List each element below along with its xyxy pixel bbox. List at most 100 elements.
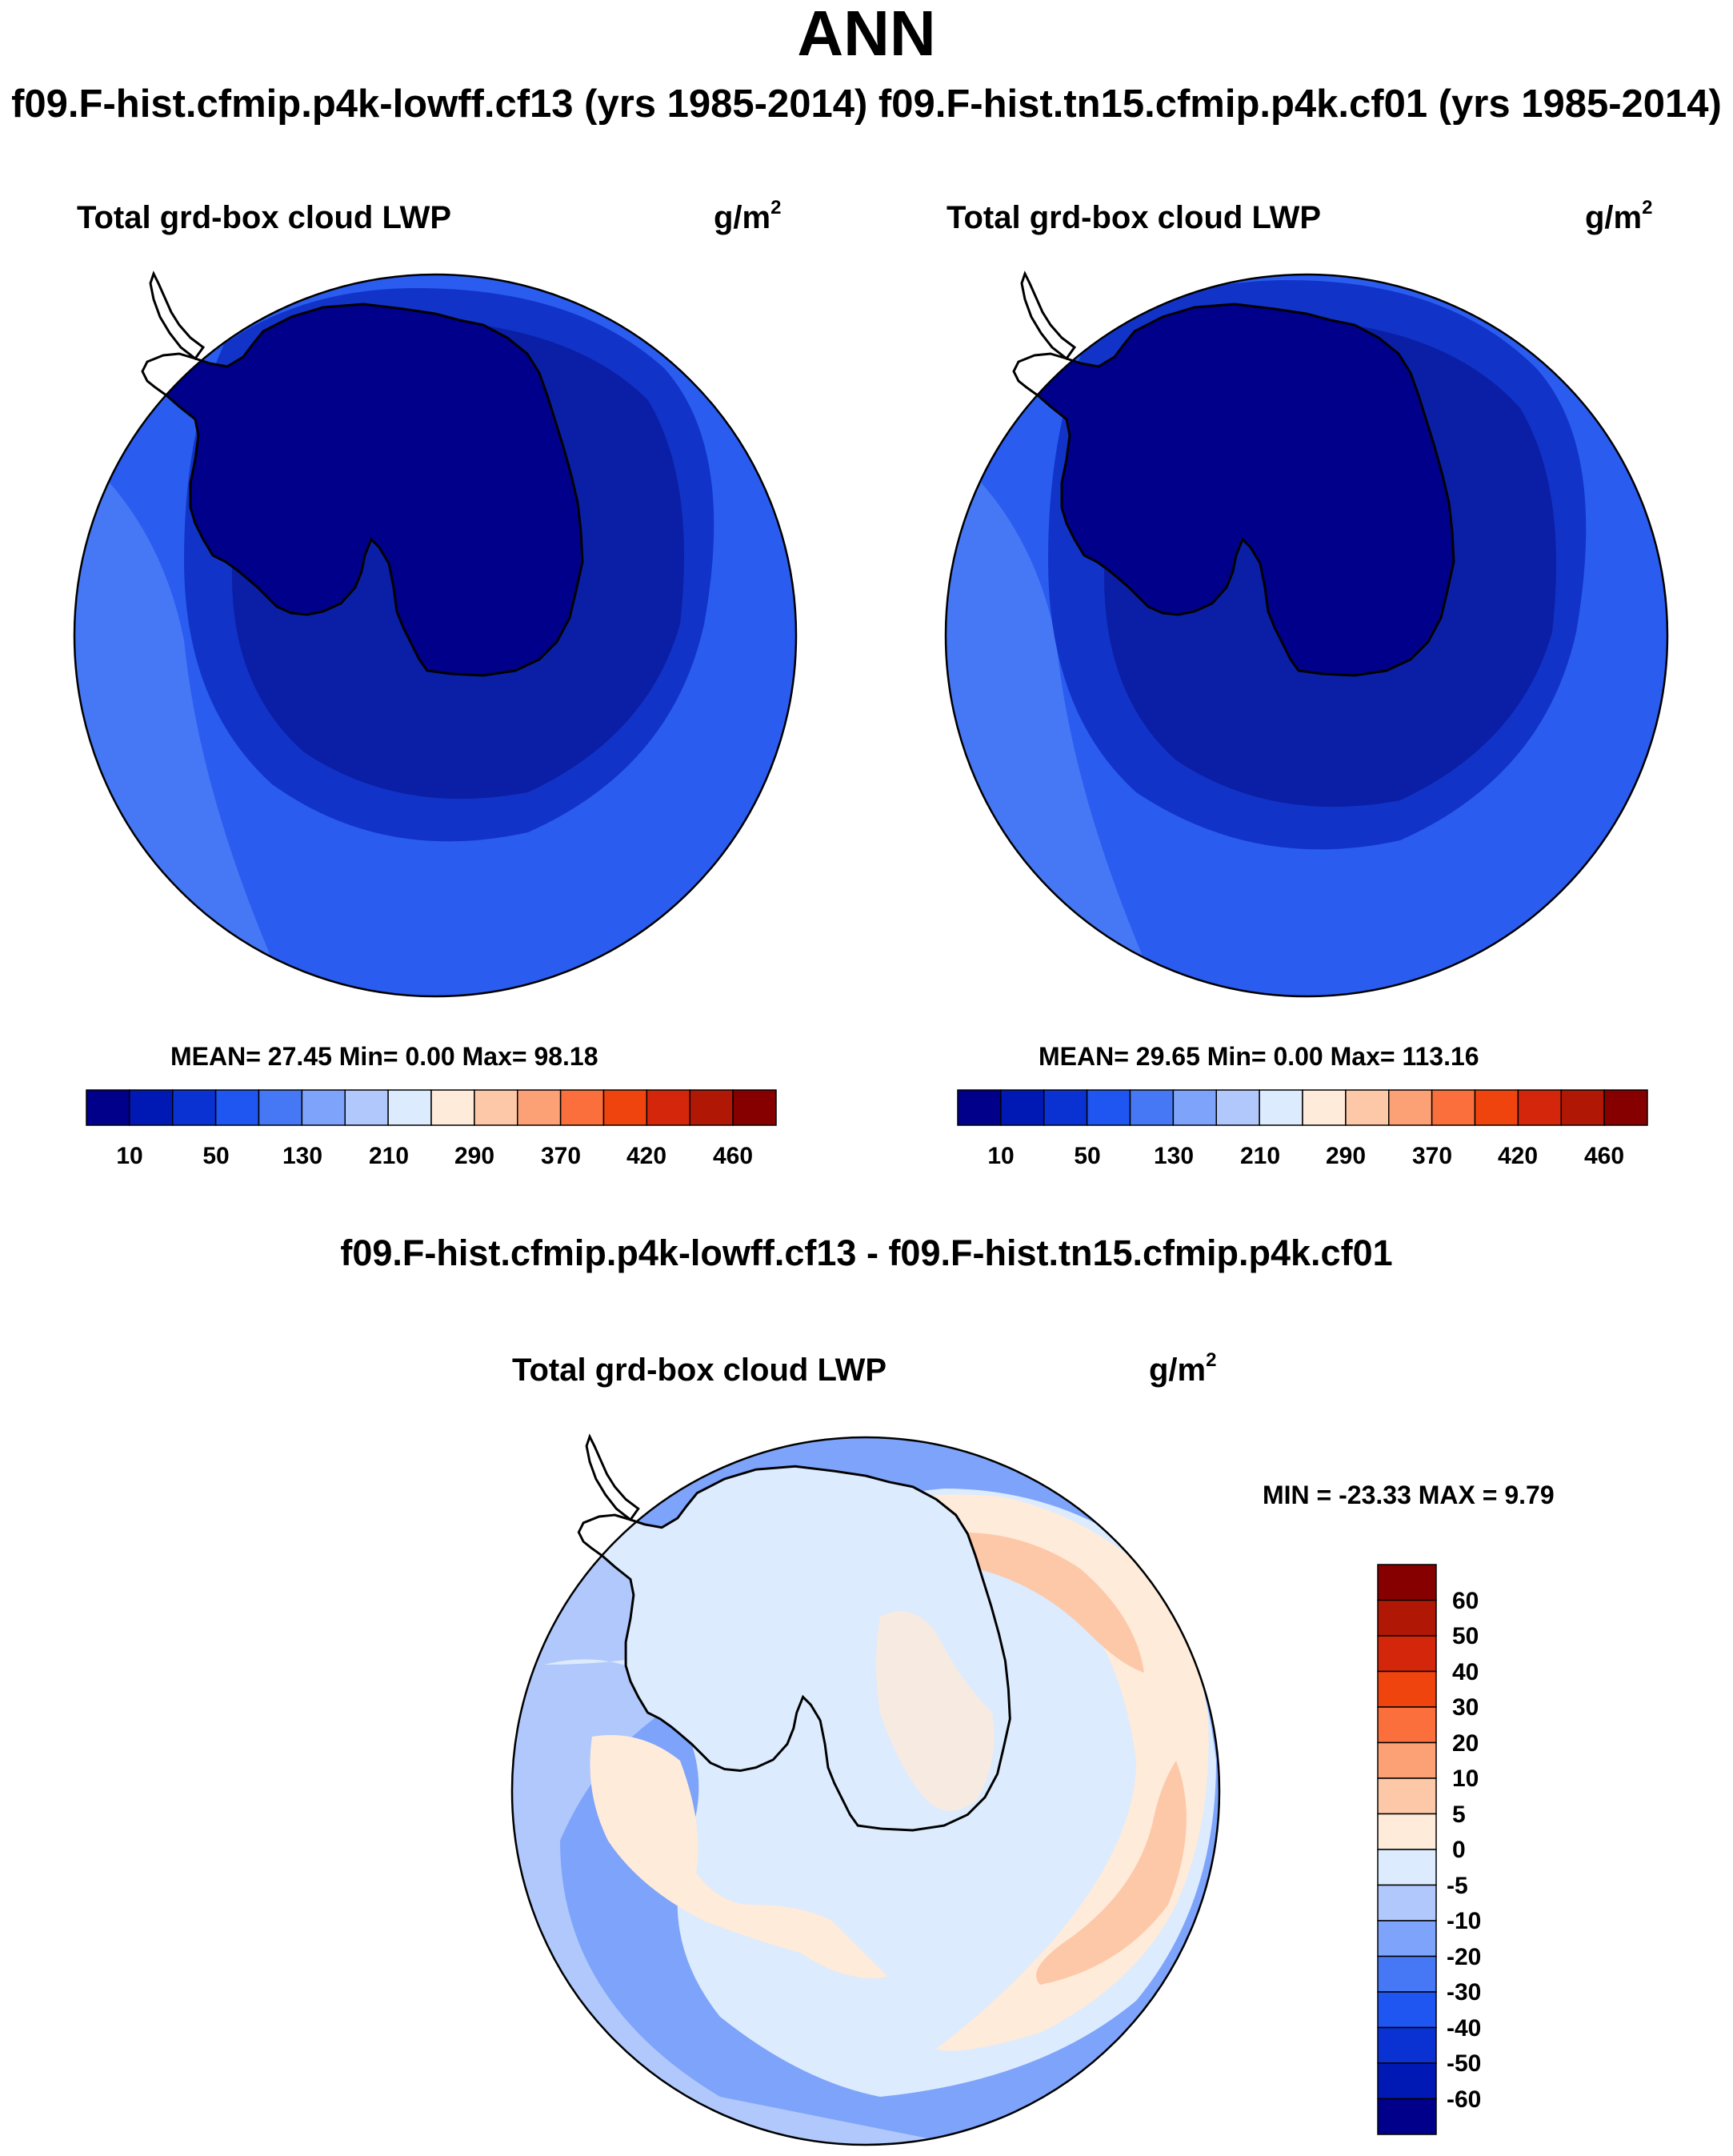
colorbar1-swatch — [559, 1089, 605, 1126]
colorbar1-swatch — [646, 1089, 690, 1126]
colorbar3-swatch — [1377, 1706, 1437, 1744]
panel1-title: Total grd-box cloud LWP — [77, 200, 452, 235]
cb1-label: 460 — [712, 1143, 754, 1169]
colorbar1-swatch — [86, 1089, 130, 1126]
colorbar3-swatch — [1377, 2098, 1437, 2135]
vcb-label: -40 — [1447, 2015, 1482, 2042]
diff-panel-units: g/m2 — [1149, 1349, 1217, 1389]
colorbar1-swatch — [214, 1089, 260, 1126]
cb1-label: 130 — [282, 1143, 323, 1169]
colorbar3-swatch — [1377, 1741, 1437, 1779]
colorbar2-swatch — [1431, 1089, 1476, 1126]
page-title: ANN — [797, 0, 936, 69]
vcb-label: 30 — [1452, 1694, 1479, 1721]
vcb-label: 5 — [1452, 1801, 1466, 1828]
vcb-label: 40 — [1452, 1659, 1479, 1685]
case-subtitle: f09.F-hist.cfmip.p4k-lowff.cf13 (yrs 198… — [11, 82, 1722, 126]
cb1-label: 210 — [368, 1143, 410, 1169]
cb1-label: 370 — [540, 1143, 582, 1169]
colorbar3-swatch — [1377, 1599, 1437, 1637]
vcb-label: 50 — [1452, 1623, 1479, 1649]
colorbar2-swatch — [1388, 1089, 1433, 1126]
vcb-label: 20 — [1452, 1730, 1479, 1757]
colorbar-panel1 — [86, 1089, 777, 1126]
diff-panel-title: Total grd-box cloud LWP — [512, 1353, 887, 1388]
colorbar1-swatch — [258, 1089, 303, 1126]
panel2-title: Total grd-box cloud LWP — [947, 200, 1322, 235]
colorbar1-swatch — [172, 1089, 217, 1126]
colorbar3-swatch — [1377, 1955, 1437, 1993]
cb1-label: 50 — [202, 1143, 230, 1169]
colorbar3-swatch — [1377, 2062, 1437, 2100]
colorbar2-swatch — [1302, 1089, 1347, 1126]
colorbar1-swatch — [689, 1089, 734, 1126]
colorbar2-swatch — [957, 1089, 1002, 1126]
colorbar1-swatch — [602, 1089, 648, 1126]
colorbar2-swatch — [1172, 1089, 1217, 1126]
colorbar3-swatch — [1377, 1564, 1437, 1601]
cb2-label: 370 — [1411, 1143, 1453, 1169]
colorbar1-swatch — [732, 1089, 777, 1126]
colorbar2-swatch — [1603, 1089, 1648, 1126]
cb2-label: 10 — [987, 1143, 1015, 1169]
colorbar2-swatch — [1215, 1089, 1260, 1126]
colorbar2-swatch — [1129, 1089, 1175, 1126]
colorbar-panel2 — [957, 1089, 1648, 1126]
cb2-label: 290 — [1325, 1143, 1367, 1169]
vcb-label: -5 — [1447, 1873, 1468, 1899]
vcb-label: 10 — [1452, 1765, 1479, 1792]
vcb-label: -20 — [1447, 1944, 1482, 1970]
colorbar2-swatch — [1345, 1089, 1390, 1126]
vcb-label: -60 — [1447, 2086, 1482, 2113]
cb2-label: 210 — [1239, 1143, 1281, 1169]
colorbar3-swatch — [1377, 1884, 1437, 1922]
colorbar-difference — [1377, 1564, 1437, 2135]
difference-map — [512, 1437, 1219, 2145]
colorbar3-swatch — [1377, 1777, 1437, 1815]
colorbar3-swatch — [1377, 1670, 1437, 1708]
panel1-map-border — [73, 273, 798, 998]
cb1-label: 420 — [626, 1143, 667, 1169]
panel2-stats: MEAN= 29.65 Min= 0.00 Max= 113.16 — [1039, 1042, 1479, 1071]
colorbar2-swatch — [1560, 1089, 1605, 1126]
colorbar2-swatch — [1086, 1089, 1131, 1126]
cb2-label: 460 — [1583, 1143, 1625, 1169]
difference-map-border — [510, 1436, 1221, 2146]
cb2-label: 420 — [1497, 1143, 1539, 1169]
vcb-label: 0 — [1452, 1837, 1466, 1863]
panel2-map — [946, 275, 1667, 996]
colorbar3-swatch — [1377, 1849, 1437, 1886]
colorbar3-swatch — [1377, 1635, 1437, 1673]
colorbar1-swatch — [474, 1089, 518, 1126]
diff-minmax: MIN = -23.33 MAX = 9.79 — [1263, 1481, 1555, 1509]
cb1-label: 290 — [454, 1143, 495, 1169]
panel2-units: g/m2 — [1585, 197, 1653, 236]
colorbar1-swatch — [301, 1089, 346, 1126]
vcb-label: -50 — [1447, 2050, 1482, 2077]
cb2-label: 130 — [1153, 1143, 1195, 1169]
colorbar3-swatch — [1377, 1991, 1437, 2029]
colorbar1-swatch — [430, 1089, 475, 1126]
colorbar2-swatch — [1474, 1089, 1519, 1126]
colorbar3-swatch — [1377, 1920, 1437, 1958]
vcb-label: -30 — [1447, 1979, 1482, 2006]
panel2-map-border — [944, 273, 1669, 998]
cb1-label: 10 — [116, 1143, 143, 1169]
cb2-label: 50 — [1074, 1143, 1101, 1169]
colorbar1-swatch — [344, 1089, 389, 1126]
colorbar1-swatch — [387, 1089, 432, 1126]
colorbar2-swatch — [1000, 1089, 1045, 1126]
colorbar1-swatch — [517, 1089, 562, 1126]
colorbar2-swatch — [1259, 1089, 1303, 1126]
difference-title: f09.F-hist.cfmip.p4k-lowff.cf13 - f09.F-… — [340, 1232, 1393, 1273]
vcb-label: 60 — [1452, 1588, 1479, 1614]
panel1-units: g/m2 — [714, 197, 782, 236]
vcb-label: -10 — [1447, 1908, 1482, 1934]
colorbar3-swatch — [1377, 1813, 1437, 1850]
colorbar2-swatch — [1043, 1089, 1088, 1126]
colorbar2-swatch — [1517, 1089, 1562, 1126]
colorbar3-swatch — [1377, 2026, 1437, 2064]
panel1-stats: MEAN= 27.45 Min= 0.00 Max= 98.18 — [170, 1042, 598, 1071]
colorbar1-swatch — [129, 1089, 174, 1126]
